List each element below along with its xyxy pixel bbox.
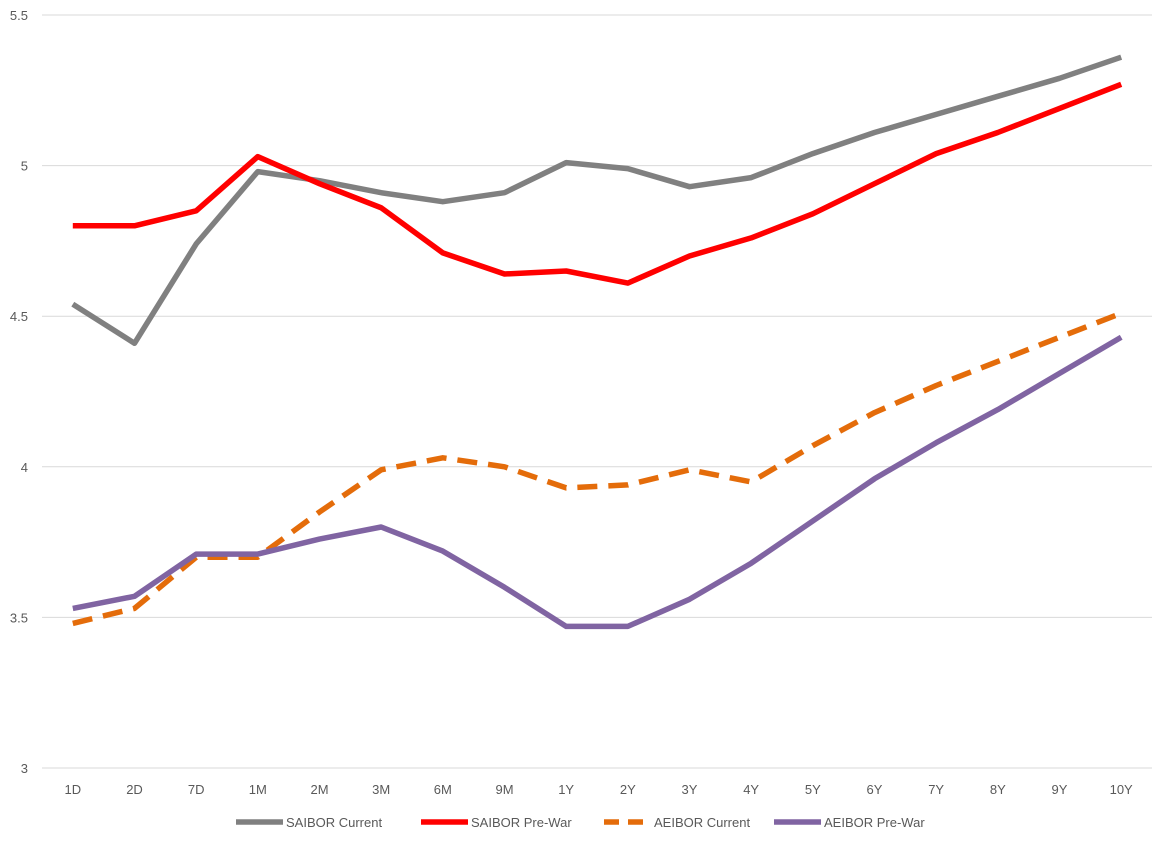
legend-label: AEIBOR Current: [654, 815, 750, 830]
y-tick-label: 5: [21, 159, 28, 174]
legend-label: SAIBOR Pre-War: [471, 815, 572, 830]
x-tick-label: 3Y: [682, 782, 698, 797]
legend: SAIBOR Current SAIBOR Pre-War AEIBOR Curre…: [236, 815, 925, 830]
x-tick-label: 9M: [495, 782, 513, 797]
x-tick-label: 6M: [434, 782, 452, 797]
series-line-3: [72, 310, 1123, 627]
x-tick-label: 5Y: [805, 782, 821, 797]
series-line-4: [72, 334, 1123, 630]
y-tick-label: 3: [21, 761, 28, 776]
y-tick-label: 5.5: [10, 8, 28, 23]
series-line-1: [71, 54, 1123, 347]
x-tick-label: 8Y: [990, 782, 1006, 797]
x-tick-label: 7D: [188, 782, 205, 797]
y-tick-label: 3.5: [10, 610, 28, 625]
legend-label: AEIBOR Pre-War: [824, 815, 925, 830]
series-lines: [71, 54, 1123, 630]
x-tick-label: 4Y: [743, 782, 759, 797]
x-tick-label: 7Y: [928, 782, 944, 797]
x-tick-label: 1D: [65, 782, 82, 797]
x-tick-label: 9Y: [1052, 782, 1068, 797]
x-tick-label: 1Y: [558, 782, 574, 797]
x-tick-label: 1M: [249, 782, 267, 797]
x-axis-ticks: 1D 2D 7D 1M 2M 3M 6M 9M 1Y 2Y 3Y 4Y 5Y 6Y 7Y 8Y 9Y 10Y: [65, 782, 1134, 797]
x-tick-label: 2D: [126, 782, 143, 797]
x-tick-label: 10Y: [1110, 782, 1133, 797]
x-tick-label: 2M: [310, 782, 328, 797]
y-axis-ticks: 3 3.5 4 4.5 5 5.5: [10, 8, 28, 776]
y-tick-label: 4: [21, 460, 28, 475]
x-tick-label: 2Y: [620, 782, 636, 797]
y-tick-label: 4.5: [10, 309, 28, 324]
x-tick-label: 6Y: [867, 782, 883, 797]
gridlines: [42, 14, 1152, 769]
series-line-2: [72, 81, 1123, 286]
legend-label: SAIBOR Current: [286, 815, 382, 830]
x-tick-label: 3M: [372, 782, 390, 797]
